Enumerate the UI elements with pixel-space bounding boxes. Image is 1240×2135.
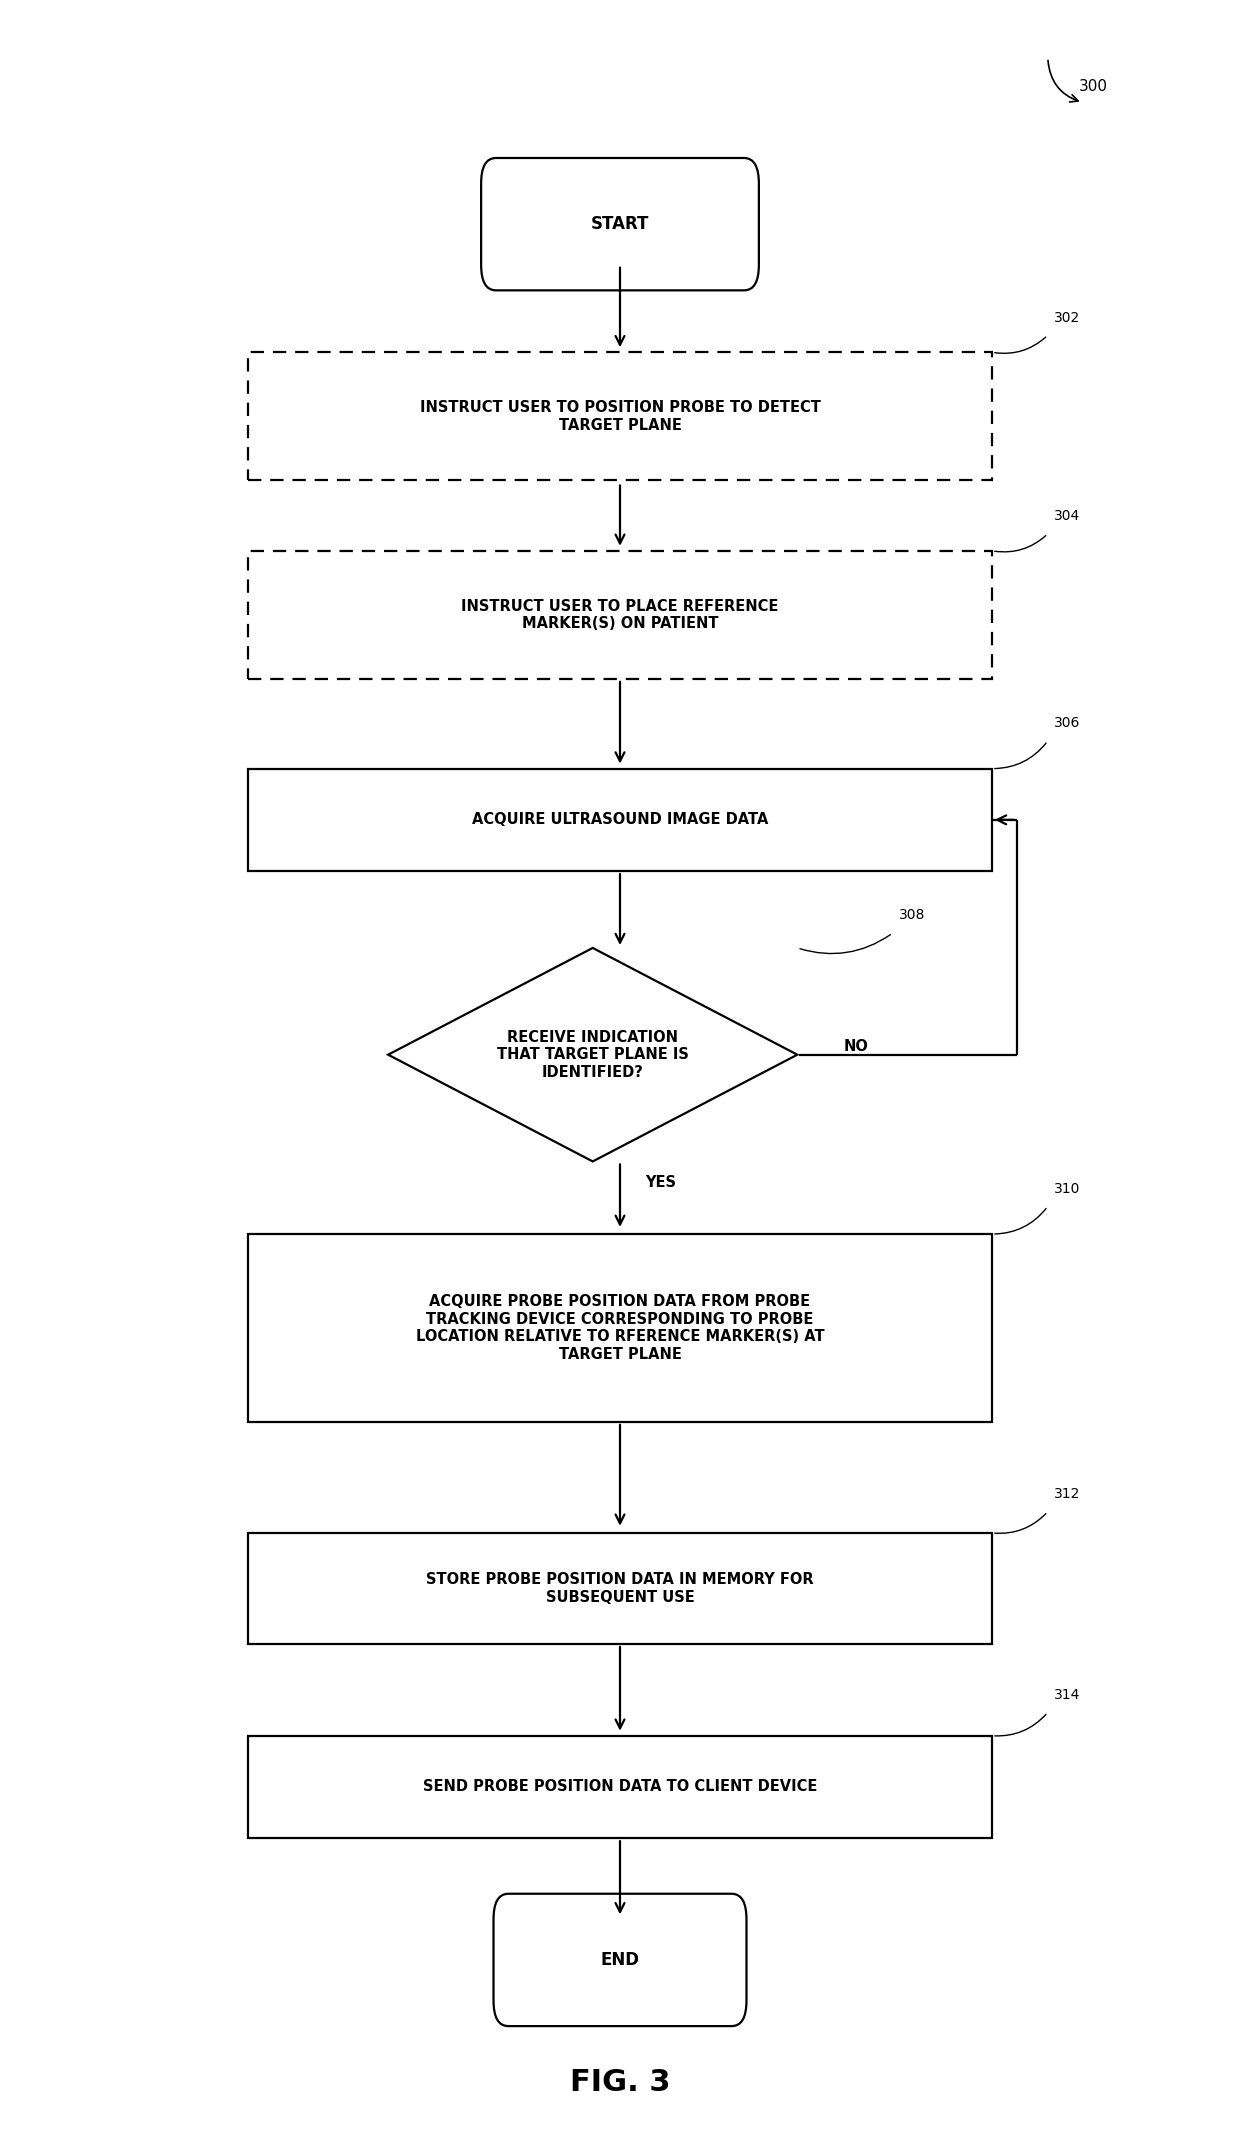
Text: 302: 302 [1054,310,1080,325]
Text: 312: 312 [1054,1486,1080,1501]
Text: YES: YES [645,1174,676,1191]
Text: 310: 310 [1054,1181,1080,1196]
Text: FIG. 3: FIG. 3 [569,2067,671,2097]
Text: INSTRUCT USER TO POSITION PROBE TO DETECT
TARGET PLANE: INSTRUCT USER TO POSITION PROBE TO DETEC… [419,399,821,433]
Text: ACQUIRE ULTRASOUND IMAGE DATA: ACQUIRE ULTRASOUND IMAGE DATA [471,811,769,828]
FancyBboxPatch shape [248,551,992,679]
Text: ACQUIRE PROBE POSITION DATA FROM PROBE
TRACKING DEVICE CORRESPONDING TO PROBE
LO: ACQUIRE PROBE POSITION DATA FROM PROBE T… [415,1294,825,1362]
FancyBboxPatch shape [248,1533,992,1644]
FancyBboxPatch shape [248,1234,992,1422]
Text: END: END [600,1951,640,1968]
Text: NO: NO [843,1038,868,1055]
Polygon shape [388,948,797,1161]
Text: 314: 314 [1054,1687,1080,1702]
Text: 306: 306 [1054,715,1080,730]
Text: SEND PROBE POSITION DATA TO CLIENT DEVICE: SEND PROBE POSITION DATA TO CLIENT DEVIC… [423,1778,817,1796]
FancyBboxPatch shape [248,352,992,480]
Text: 300: 300 [1079,79,1107,94]
Text: 308: 308 [899,907,925,922]
FancyBboxPatch shape [248,769,992,871]
Text: 304: 304 [1054,508,1080,523]
Text: START: START [590,216,650,233]
FancyBboxPatch shape [481,158,759,290]
Text: INSTRUCT USER TO PLACE REFERENCE
MARKER(S) ON PATIENT: INSTRUCT USER TO PLACE REFERENCE MARKER(… [461,598,779,632]
FancyBboxPatch shape [248,1736,992,1838]
Text: RECEIVE INDICATION
THAT TARGET PLANE IS
IDENTIFIED?: RECEIVE INDICATION THAT TARGET PLANE IS … [497,1029,688,1080]
FancyBboxPatch shape [494,1894,746,2026]
Text: STORE PROBE POSITION DATA IN MEMORY FOR
SUBSEQUENT USE: STORE PROBE POSITION DATA IN MEMORY FOR … [427,1571,813,1606]
